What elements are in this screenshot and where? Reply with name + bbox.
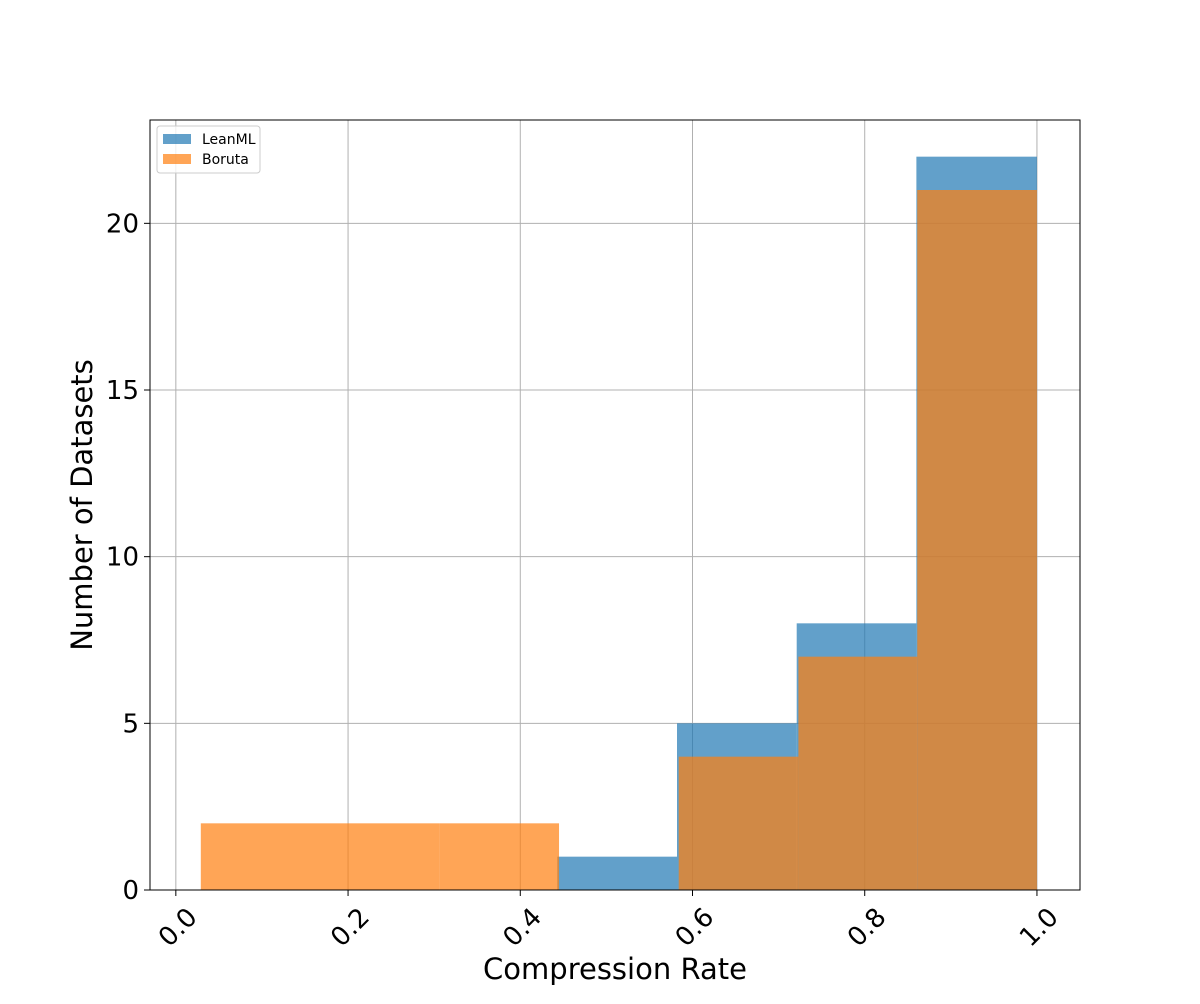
x-tick-label: 0.4 bbox=[497, 902, 547, 952]
y-tick-label: 0 bbox=[122, 876, 139, 906]
bar-boruta-bin-1 bbox=[200, 823, 321, 890]
legend-label-leanml: LeanML bbox=[202, 132, 256, 148]
y-tick-label: 20 bbox=[106, 209, 139, 239]
bar-boruta-bin-7 bbox=[917, 190, 1037, 890]
legend: LeanML Boruta bbox=[156, 125, 261, 174]
y-axis-title: Number of Datasets bbox=[65, 359, 99, 651]
y-tick-label: 10 bbox=[106, 543, 139, 573]
plot-frame bbox=[149, 119, 1081, 891]
x-tick-label: 0.8 bbox=[842, 902, 892, 952]
legend-swatch-leanml bbox=[163, 134, 191, 144]
bar-boruta-bin-5 bbox=[678, 756, 799, 890]
bars-layer bbox=[200, 156, 1037, 890]
bar-leanml-bin-1 bbox=[557, 856, 677, 890]
y-tick-label: 15 bbox=[106, 376, 139, 406]
x-tick-label: 0.6 bbox=[670, 902, 720, 952]
x-axis-title: Compression Rate bbox=[483, 952, 747, 986]
legend-label-boruta: Boruta bbox=[202, 152, 249, 168]
x-tick-label: 0.2 bbox=[325, 902, 375, 952]
bar-boruta-bin-2 bbox=[320, 823, 440, 890]
legend-swatch-boruta bbox=[163, 154, 191, 164]
x-tick-label: 1.0 bbox=[1014, 902, 1064, 952]
bar-boruta-bin-6 bbox=[798, 656, 918, 890]
bar-boruta-bin-3 bbox=[439, 823, 560, 890]
y-tick-label: 5 bbox=[122, 709, 139, 739]
x-tick-label: 0.0 bbox=[153, 902, 203, 952]
